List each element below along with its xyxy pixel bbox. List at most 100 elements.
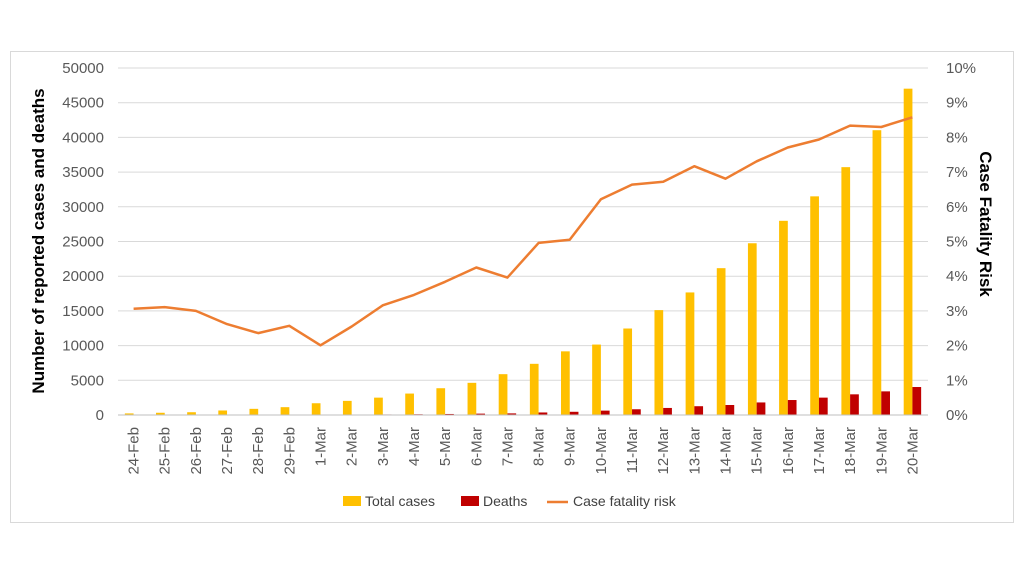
bar-deaths [756, 402, 766, 415]
bar-total-cases [561, 351, 570, 415]
y2-tick-label: 4% [946, 268, 968, 285]
bars [124, 88, 922, 416]
bar-total-cases [841, 167, 851, 415]
bar-deaths [850, 394, 859, 415]
legend-swatch-total-cases [343, 496, 361, 506]
x-tick-label: 2-Mar [344, 427, 361, 466]
x-axis-ticks: 24-Feb 25-Feb 26-Feb 27-Feb 28-Feb 29-Feb 1-Ma… [126, 427, 922, 475]
bar-total-cases [156, 412, 165, 415]
bar-total-cases [187, 412, 196, 415]
bar-deaths [476, 413, 485, 415]
x-tick-label: 9-Mar [562, 427, 579, 466]
x-tick-label: 5-Mar [437, 427, 454, 466]
x-tick-label: 14-Mar [718, 427, 735, 475]
x-tick-label: 19-Mar [873, 427, 890, 475]
y-tick-label: 40000 [62, 129, 104, 146]
gridlines [118, 67, 928, 381]
y-tick-label: 5000 [71, 372, 104, 389]
bar-total-cases [218, 410, 228, 415]
bar-deaths [600, 410, 610, 415]
y2-tick-label: 6% [946, 199, 968, 216]
bar-deaths [445, 413, 454, 415]
y2-tick-label: 9% [946, 95, 968, 112]
bar-deaths [632, 409, 641, 415]
bar-deaths [507, 413, 517, 415]
bar-total-cases [405, 393, 414, 415]
bar-total-cases [779, 220, 788, 415]
y2-tick-label: 8% [946, 129, 968, 146]
bar-total-cases [872, 130, 882, 415]
legend-swatch-deaths [461, 496, 479, 506]
legend-label-case-fatality-risk: Case fatality risk [573, 493, 677, 509]
x-tick-label: 25-Feb [157, 427, 174, 475]
x-tick-label: 6-Mar [468, 427, 485, 466]
y-tick-label: 0 [96, 407, 104, 424]
y2-tick-label: 7% [946, 164, 968, 181]
y2-tick-label: 10% [946, 60, 976, 77]
y-axis-left-title: Number of reported cases and deaths [29, 88, 48, 393]
bar-deaths [881, 391, 890, 415]
bar-deaths [694, 406, 704, 415]
bar-total-cases [685, 292, 695, 415]
bar-total-cases [654, 310, 664, 415]
y-axis-right-title: Case Fatality Risk [976, 151, 995, 297]
x-tick-label: 11-Mar [624, 427, 641, 473]
bar-total-cases [124, 413, 134, 415]
y-tick-label: 15000 [62, 303, 104, 320]
cfr-line [133, 116, 913, 347]
y2-tick-label: 0% [946, 407, 968, 424]
bar-total-cases [903, 88, 913, 416]
y-axis-left-ticks: 0 5000 10000 15000 20000 25000 30000 35000 40000… [62, 60, 104, 424]
y-tick-label: 30000 [62, 199, 104, 216]
x-tick-label: 20-Mar [904, 427, 921, 475]
y-tick-label: 45000 [62, 95, 104, 112]
x-tick-label: 4-Mar [406, 427, 423, 466]
x-tick-label: 28-Feb [250, 427, 267, 475]
y-tick-label: 25000 [62, 234, 104, 251]
bar-deaths [818, 397, 828, 415]
bar-total-cases [747, 243, 757, 415]
bar-deaths [787, 400, 797, 415]
x-tick-label: 1-Mar [313, 427, 330, 466]
x-tick-label: 7-Mar [499, 427, 516, 466]
bar-total-cases [436, 388, 446, 415]
x-tick-label: 26-Feb [188, 427, 205, 475]
bar-deaths [538, 412, 548, 415]
x-tick-label: 3-Mar [375, 427, 392, 466]
x-tick-label: 13-Mar [686, 427, 703, 475]
y-tick-label: 50000 [62, 60, 104, 77]
y2-tick-label: 2% [946, 338, 968, 355]
bar-total-cases [467, 382, 477, 415]
bar-deaths [663, 407, 672, 415]
bar-deaths [725, 404, 735, 415]
x-tick-label: 16-Mar [780, 427, 797, 475]
bar-total-cases [249, 408, 259, 415]
bar-deaths [569, 411, 579, 415]
bar-total-cases [592, 344, 601, 415]
x-tick-label: 12-Mar [655, 427, 672, 475]
x-tick-label: 29-Feb [281, 427, 298, 475]
x-tick-label: 17-Mar [811, 427, 828, 475]
y2-tick-label: 3% [946, 303, 968, 320]
legend-label-total-cases: Total cases [365, 493, 435, 509]
bar-total-cases [311, 403, 321, 415]
bar-total-cases [716, 268, 726, 415]
y-axis-right-ticks: 0% 1% 2% 3% 4% 5% 6% 7% 8% 9% 10% [946, 60, 976, 424]
bar-deaths [912, 387, 922, 415]
bar-total-cases [810, 196, 819, 415]
x-tick-label: 15-Mar [749, 427, 766, 475]
x-tick-label: 8-Mar [531, 427, 548, 466]
bar-total-cases [342, 400, 352, 415]
x-tick-label: 27-Feb [219, 427, 236, 475]
bar-total-cases [498, 374, 508, 415]
y-tick-label: 10000 [62, 338, 104, 355]
x-tick-label: 24-Feb [126, 427, 143, 475]
bar-total-cases [529, 363, 539, 415]
y2-tick-label: 5% [946, 234, 968, 251]
x-tick-label: 10-Mar [593, 427, 610, 475]
legend-label-deaths: Deaths [483, 493, 527, 509]
y2-tick-label: 1% [946, 372, 968, 389]
line-case-fatality-risk [133, 116, 913, 347]
bar-total-cases [623, 328, 633, 415]
